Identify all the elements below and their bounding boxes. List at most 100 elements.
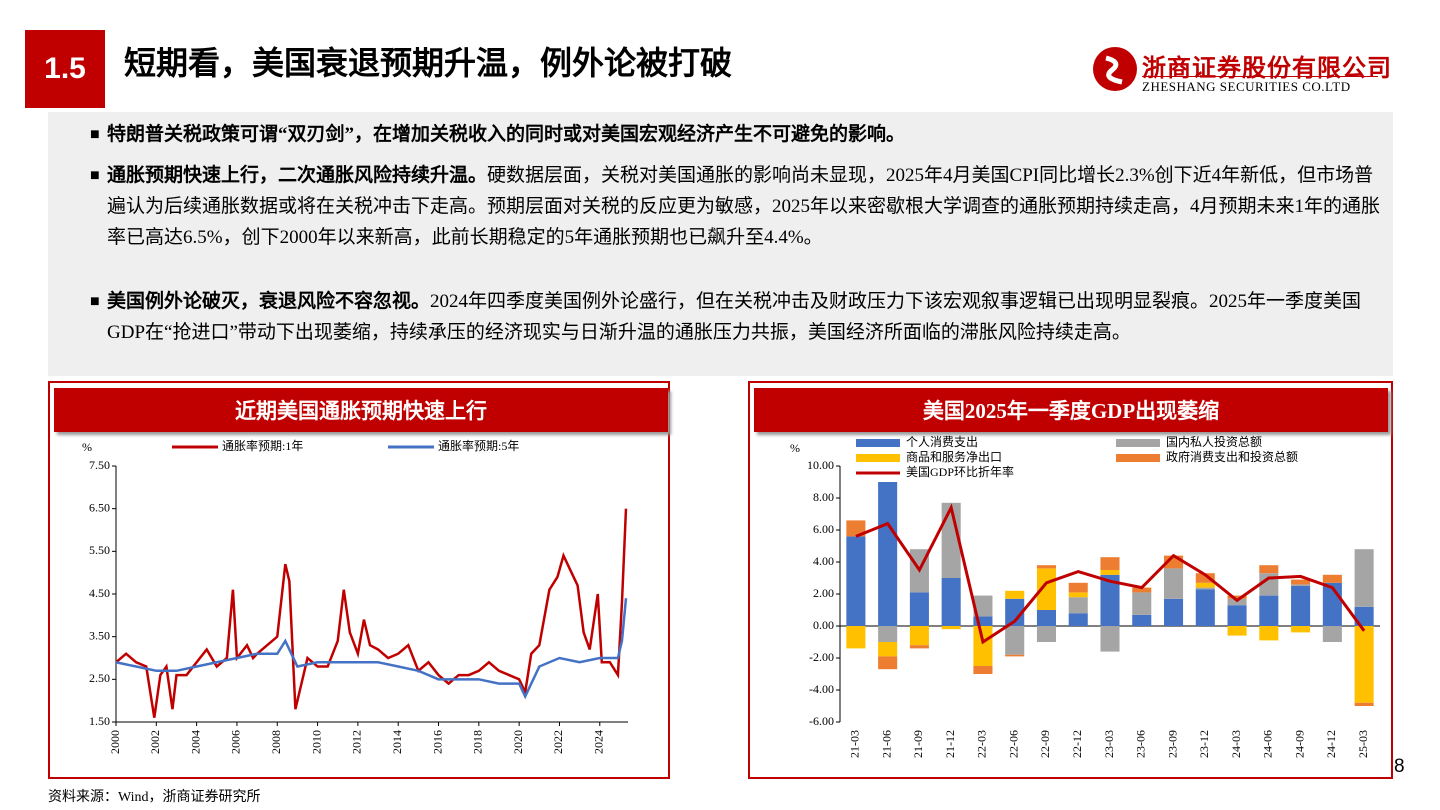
bar-segment [1100,574,1120,626]
x-tick-label: 24-09 [1292,730,1306,758]
bar-segment [846,536,866,626]
bar-segment [1036,626,1056,642]
y-tick-label: -4.00 [809,682,834,696]
x-tick-label: 2006 [229,730,243,754]
bar-segment [1354,626,1374,703]
bar-segment [1291,579,1311,585]
chart: % -6.00 -4.00 -2.00 0.00 2.00 4.00 6.00 8.00 10.0… [790,434,1380,758]
logo [1093,47,1137,91]
bar-segment [846,520,866,537]
bar-segment [1227,595,1247,599]
y-tick-label: 4.50 [89,586,110,600]
x-tick-label: 22-06 [1006,730,1020,758]
bar-segment [1164,598,1184,626]
bar-segment [909,626,929,646]
y-tick-label: 0.00 [813,618,834,632]
y-tick-label: 8.00 [813,490,834,504]
bar-segment [1259,595,1279,626]
x-tick-label: 2018 [471,730,485,754]
bar-segment [878,626,898,642]
bar-segment [1195,589,1215,626]
bar-segment [973,616,993,626]
company-name: 浙商证券股份有限公司 [1142,54,1392,82]
bar-segment [1291,584,1311,586]
y-axis-label: % [790,441,800,455]
x-tick-label: 2000 [108,730,122,754]
x-tick-label: 2004 [188,730,202,754]
y-tick-label: -2.00 [809,650,834,664]
chart-title: 近期美国通胀预期快速上行 [54,388,668,432]
x-tick-label: 2008 [269,730,283,754]
y-tick-label: 5.50 [89,543,110,557]
bar-segment [1322,574,1342,583]
x-tick-label: 21-06 [879,730,893,758]
bar-segment [1354,606,1374,626]
x-tick-label: 22-09 [1038,730,1052,758]
legend-label: 商品和服务净出口 [906,449,1002,464]
chart-title: 美国2025年一季度GDP出现萎缩 [754,388,1388,432]
bullet-text: 硬数据层面，关税对美国通胀的影响尚未显现，2025年4月美国CPI同比增长2.3… [107,165,1381,248]
bar-segment [1036,610,1056,626]
chart-panel [748,381,1393,779]
bar-segment [1005,654,1025,657]
bar-segment [973,666,993,674]
x-tick-label: 25-03 [1356,730,1370,758]
bar-segment [1068,597,1088,614]
bar-segment [1259,565,1279,574]
bullet-text: 2024年四季度美国例外论盛行，但在关税冲击及财政压力下该宏观叙事逻辑已出现明显… [107,291,1362,343]
bullet: ■ 美国例外论破灭，衰退风险不容忽视。2024年四季度美国例外论盛行，但在关税冲击… [90,291,1362,343]
bar-segment [1164,568,1184,599]
bar-segment [941,578,961,626]
bar-segment [1068,592,1088,598]
bar-segment [878,642,898,657]
bar-segment [1036,565,1056,569]
bar-segment [1291,586,1311,626]
y-tick-label: -6.00 [809,714,834,728]
bar-segment [1227,605,1247,626]
x-tick-label: 2020 [511,730,525,754]
x-tick-label: 24-12 [1324,730,1338,758]
bar-segment [1132,592,1152,615]
summary-box [48,112,1393,376]
x-tick-label: 22-12 [1070,730,1084,758]
bar-segment [1068,582,1088,593]
bar-segment [878,482,898,626]
x-tick-label: 21-12 [943,730,957,758]
bar-segment [1100,626,1120,652]
slide-title: 短期看，美国衰退预期升温，例外论被打破 [124,44,733,82]
bar-segment [1354,549,1374,607]
chart-panel [48,381,670,779]
chart: % 1.50 2.50 3.50 4.50 5.50 6.50 7.50 2000 2002 200… [82,438,628,754]
line-series [855,503,1366,645]
x-tick-label: 2016 [430,730,444,754]
x-tick-label: 21-03 [848,730,862,758]
bar-segment [1005,626,1025,655]
legend-swatch [856,439,900,447]
legend-label: 通胀率预期:5年 [438,438,519,453]
bar-segment [1005,590,1025,599]
legend-swatch [1116,439,1160,447]
bar-segment [1068,613,1088,626]
x-tick-label: 2024 [592,730,606,754]
y-tick-label: 2.00 [813,586,834,600]
legend-label: 美国GDP环比折年率 [906,464,1014,479]
company-name-en: ZHESHANG SECURITIES CO.LTD [1142,79,1351,94]
x-tick-label: 21-09 [911,730,925,758]
bullet-lead: 美国例外论破灭，衰退风险不容忽视。 [107,291,431,312]
logo-rule [1142,76,1378,77]
bar-segment [1195,587,1215,590]
bar-segment [1100,570,1120,575]
section-number: 1.5 [25,30,105,108]
y-tick-label: 7.50 [89,458,110,472]
bullet-lead: 特朗普关税政策可谓“双刃剑”，在增加关税收入的同时或对美国宏观经济产生不可避免的… [107,124,906,145]
bar-segment [1036,568,1056,610]
y-tick-label: 1.50 [89,714,110,728]
bar-segment [1259,626,1279,641]
line-series [115,508,628,718]
bar-segment [1100,557,1120,570]
y-tick-label: 3.50 [89,628,110,642]
y-tick-label: 2.50 [89,671,110,685]
legend-swatch [1116,454,1160,462]
bullet: ■ 特朗普关税政策可谓“双刃剑”，在增加关税收入的同时或对美国宏观经济产生不可避免… [90,124,906,145]
